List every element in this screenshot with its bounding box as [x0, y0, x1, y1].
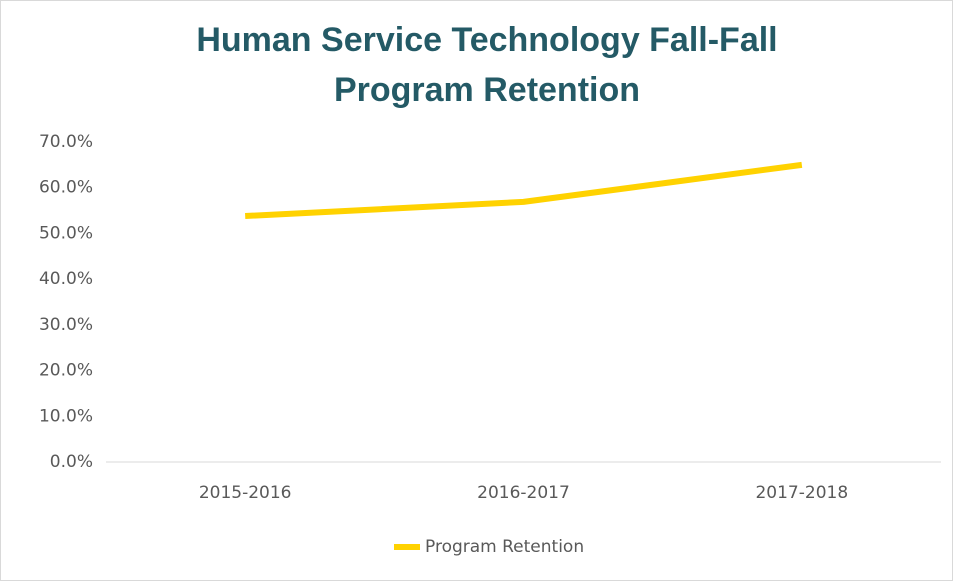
x-tick-label: 2016-2017: [477, 483, 570, 503]
y-tick-label: 20.0%: [39, 361, 93, 381]
y-tick-label: 30.0%: [39, 315, 93, 335]
legend-label: Program Retention: [425, 537, 584, 557]
chart-title: Human Service Technology Fall-Fall Progr…: [196, 21, 778, 109]
y-tick-label: 50.0%: [39, 223, 93, 243]
y-tick-label: 60.0%: [39, 178, 93, 198]
y-tick-label: 10.0%: [39, 406, 93, 426]
x-tick-label: 2017-2018: [755, 483, 848, 503]
y-tick-label: 0.0%: [50, 452, 93, 472]
y-tick-label: 40.0%: [39, 269, 93, 289]
y-tick-label: 70.0%: [39, 132, 93, 152]
data-line: [245, 161, 803, 220]
x-tick-label: 2015-2016: [199, 483, 292, 503]
